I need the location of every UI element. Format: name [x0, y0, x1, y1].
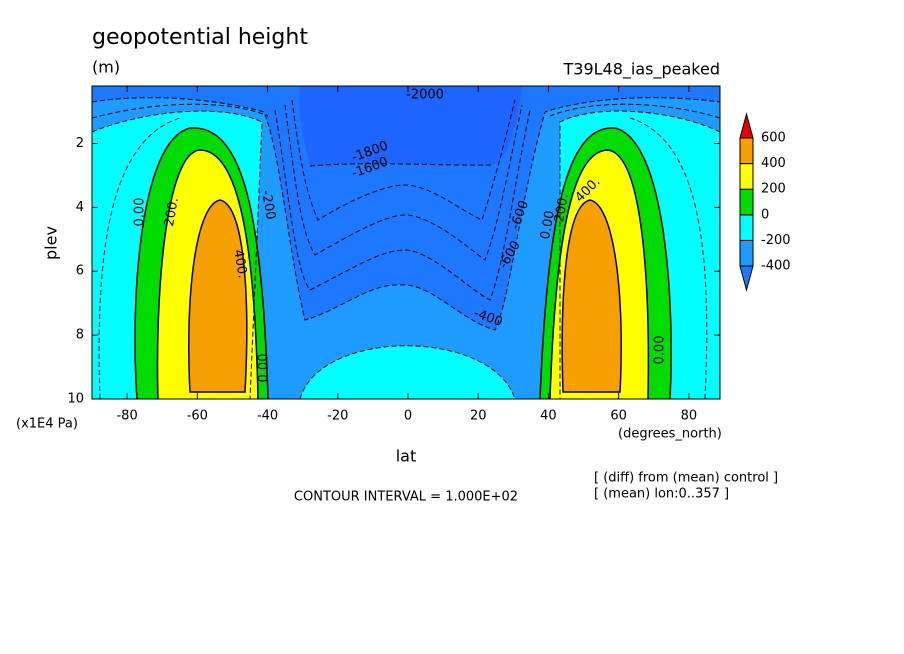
y-axis-label: plev — [42, 226, 61, 260]
contour-line — [549, 149, 650, 399]
chart-title: geopotential height — [92, 25, 308, 50]
contour-interval: CONTOUR INTERVAL = 1.000E+02 — [294, 490, 518, 505]
x-axis-label: lat — [396, 447, 417, 466]
run-label: T39L48_ias_peaked — [563, 60, 721, 80]
y-tick-label: 6 — [76, 264, 84, 279]
contour-line — [156, 149, 259, 399]
contour-line — [559, 110, 720, 399]
contour-line — [539, 127, 672, 399]
contour-line — [188, 199, 248, 393]
colorbar-label: 200 — [761, 182, 786, 197]
x-tick-label: 80 — [681, 409, 698, 424]
colorbar-segment — [739, 188, 754, 216]
y-tick-label: 2 — [76, 136, 84, 151]
fill-region — [299, 86, 522, 166]
contour-line — [284, 104, 523, 261]
contour-line — [92, 103, 720, 119]
contour-label: 0.00 — [133, 198, 148, 227]
contour-label: -2000 — [406, 88, 444, 103]
x-tick-label: -20 — [327, 409, 348, 424]
x-tick-label: 0 — [404, 409, 412, 424]
contour-label: 400. — [230, 248, 250, 279]
x-tick-label: 60 — [610, 409, 627, 424]
colorbar-triangle — [739, 112, 754, 139]
colorbar-label: -400 — [761, 259, 791, 274]
fill-region — [188, 200, 247, 392]
x-tick-label: -40 — [257, 409, 278, 424]
colorbar-segment — [739, 163, 754, 190]
y-tick-label: 8 — [76, 328, 84, 343]
x-tick-label: 20 — [470, 409, 487, 424]
y-tick-label: 4 — [76, 200, 84, 215]
contour-label: 0.00 — [538, 209, 558, 240]
plot-frame — [91, 85, 721, 400]
contour-line — [274, 109, 531, 301]
contour-line — [134, 127, 269, 399]
fill-region — [562, 200, 622, 392]
x-axis-unit: (degrees_north) — [618, 427, 722, 442]
x-tick-label: -80 — [116, 409, 137, 424]
colorbar-label: 400 — [761, 156, 786, 171]
contour-line — [309, 163, 493, 167]
colorbar-segment — [739, 214, 754, 241]
contour-label: 0.00 — [653, 336, 668, 365]
contour-label: 200. — [162, 196, 182, 227]
y-tick-label: 10 — [67, 392, 84, 407]
contour-line — [291, 99, 516, 221]
colorbar-label: 0 — [761, 207, 769, 222]
colorbar-segment — [739, 137, 754, 165]
contour-label: 200. — [552, 192, 572, 223]
contour-label: 0.00 — [257, 354, 272, 383]
colorbar-label: -200 — [761, 233, 791, 248]
note: [ (diff) from (mean) control ] — [594, 471, 778, 486]
x-tick-label: 40 — [540, 409, 557, 424]
colorbar-segment — [739, 239, 754, 267]
contour-line — [98, 117, 708, 399]
contour-line — [92, 97, 720, 331]
contour-label: -200 — [258, 189, 278, 221]
colorbar-triangle — [739, 265, 754, 292]
contour-line — [561, 199, 622, 393]
note: [ (mean) lon:0..357 ] — [594, 487, 729, 502]
chart-subtitle: (m) — [92, 58, 120, 77]
fill-region — [92, 86, 720, 330]
contour-line — [92, 110, 263, 399]
x-tick-label: -60 — [187, 409, 208, 424]
colorbar-label: 600 — [761, 131, 786, 146]
y-axis-unit: (x1E4 Pa) — [16, 417, 78, 432]
fill-region — [300, 345, 515, 399]
contour-line — [299, 345, 516, 399]
contour-field — [92, 86, 720, 399]
